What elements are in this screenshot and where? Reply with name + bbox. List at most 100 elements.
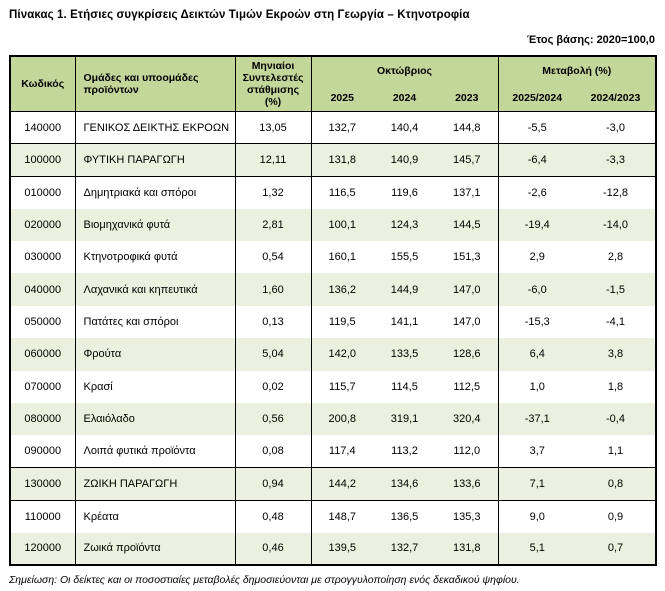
table-row: 050000 Πατάτες και σπόροι 0,13 119,5 141,1 14… <box>10 305 656 339</box>
cell-code: 080000 <box>10 403 76 436</box>
cell-code: 110000 <box>10 500 76 533</box>
cell-index-2024: 141,1 <box>373 305 436 339</box>
cell-index-2025: 132,7 <box>311 110 373 145</box>
cell-index-2024: 132,7 <box>373 532 436 565</box>
footnote: Σημείωση: Οι δείκτες και οι ποσοστιαίες … <box>9 573 520 586</box>
cell-product-name: Κρασί <box>75 370 236 404</box>
col-header-weights: Μηνιαίοι Συντελεστές στάθμισης (%) <box>235 56 312 112</box>
cell-weight: 2,81 <box>235 208 312 242</box>
cell-index-2023: 112,5 <box>436 370 499 404</box>
cell-index-2023: 131,8 <box>436 532 499 565</box>
cell-index-2025: 100,1 <box>311 208 373 242</box>
cell-index-2023: 133,6 <box>436 467 499 501</box>
cell-weight: 0,54 <box>235 241 312 274</box>
cell-index-2025: 200,8 <box>311 403 373 436</box>
cell-change-2025-2024: 5,1 <box>498 532 576 565</box>
cell-change-2024-2023: 0,7 <box>576 532 656 565</box>
cell-change-2024-2023: 0,8 <box>576 467 656 501</box>
table-row: 120000 Ζωικά προϊόντα 0,46 139,5 132,7 131,8 5… <box>10 532 656 565</box>
cell-change-2025-2024: 9,0 <box>498 500 576 533</box>
cell-change-2024-2023: -3,3 <box>576 143 656 177</box>
cell-change-2025-2024: -2,6 <box>498 176 576 209</box>
cell-change-2025-2024: 7,1 <box>498 467 576 501</box>
cell-product-name: Βιομηχανικά φυτά <box>75 208 236 242</box>
cell-index-2025: 116,5 <box>311 176 373 209</box>
col-header-change-2024-2023: 2024/2023 <box>576 84 656 112</box>
table-row: 030000 Κτηνοτροφικά φυτά 0,54 160,1 155,5 151… <box>10 241 656 274</box>
cell-change-2025-2024: -5,5 <box>498 110 576 145</box>
cell-weight: 0,94 <box>235 467 312 501</box>
cell-product-name: Λοιπά φυτικά προϊόντα <box>75 435 236 468</box>
table-row: 080000 Ελαιόλαδο 0,56 200,8 319,1 320,4 -37,1-… <box>10 403 656 436</box>
cell-weight: 0,13 <box>235 305 312 339</box>
cell-change-2024-2023: -0,4 <box>576 403 656 436</box>
cell-index-2025: 136,2 <box>311 273 373 306</box>
cell-code: 120000 <box>10 532 76 565</box>
cell-product-name: Ελαιόλαδο <box>75 403 236 436</box>
table-row: 040000 Λαχανικά και κηπευτικά 1,60 136,2 144… <box>10 273 656 306</box>
cell-change-2025-2024: 6,4 <box>498 338 576 371</box>
col-header-month-group: Οκτώβριος <box>311 56 499 85</box>
cell-index-2025: 115,7 <box>311 370 373 404</box>
cell-weight: 0,48 <box>235 500 312 533</box>
cell-weight: 0,02 <box>235 370 312 404</box>
cell-index-2024: 144,9 <box>373 273 436 306</box>
cell-index-2025: 119,5 <box>311 305 373 339</box>
cell-product-name: Κρέατα <box>75 500 236 533</box>
table-row: 020000 Βιομηχανικά φυτά 2,81 100,1 124,3 144,… <box>10 208 656 242</box>
cell-change-2025-2024: 3,7 <box>498 435 576 468</box>
cell-index-2025: 160,1 <box>311 241 373 274</box>
table-body: 140000 ΓΕΝΙΚΟΣ ΔΕΙΚΤΗΣ ΕΚΡΟΩΝ 13,05 132,7 14… <box>10 110 656 565</box>
cell-change-2025-2024: -37,1 <box>498 403 576 436</box>
cell-product-name: Πατάτες και σπόροι <box>75 305 236 339</box>
cell-index-2025: 117,4 <box>311 435 373 468</box>
table-row: 100000 ΦΥΤΙΚΗ ΠΑΡΑΓΩΓΗ 12,11 131,8 140,9 145,… <box>10 143 656 177</box>
cell-code: 030000 <box>10 241 76 274</box>
cell-change-2024-2023: -14,0 <box>576 208 656 242</box>
cell-index-2024: 119,6 <box>373 176 436 209</box>
cell-index-2024: 113,2 <box>373 435 436 468</box>
cell-index-2024: 133,5 <box>373 338 436 371</box>
cell-index-2024: 140,4 <box>373 110 436 145</box>
table-row: 110000 Κρέατα 0,48 148,7 136,5 135,3 9,0 0,9 <box>10 500 656 533</box>
cell-index-2023: 144,8 <box>436 110 499 145</box>
cell-weight: 0,08 <box>235 435 312 468</box>
price-index-table: Κωδικός Ομάδες και υποομάδες προϊόντων Μ… <box>9 55 657 566</box>
base-year-label: Έτος βάσης: 2020=100,0 <box>526 34 655 46</box>
cell-change-2024-2023: -12,8 <box>576 176 656 209</box>
cell-change-2024-2023: 1,1 <box>576 435 656 468</box>
cell-weight: 5,04 <box>235 338 312 371</box>
col-header-change-group: Μεταβολή (%) <box>498 56 656 85</box>
cell-change-2024-2023: -3,0 <box>576 110 656 145</box>
cell-product-name: Φρούτα <box>75 338 236 371</box>
cell-product-name: Ζωικά προϊόντα <box>75 532 236 565</box>
cell-index-2023: 137,1 <box>436 176 499 209</box>
col-header-product-groups: Ομάδες και υποομάδες προϊόντων <box>75 56 236 112</box>
cell-index-2024: 114,5 <box>373 370 436 404</box>
cell-change-2024-2023: 1,8 <box>576 370 656 404</box>
col-header-year-2025: 2025 <box>311 84 373 112</box>
cell-product-name: ΦΥΤΙΚΗ ΠΑΡΑΓΩΓΗ <box>75 143 236 177</box>
cell-index-2024: 155,5 <box>373 241 436 274</box>
table-row: 130000 ΖΩΙΚΗ ΠΑΡΑΓΩΓΗ 0,94 144,2 134,6 133,6 7… <box>10 467 656 501</box>
cell-product-name: ΓΕΝΙΚΟΣ ΔΕΙΚΤΗΣ ΕΚΡΟΩΝ <box>75 110 236 145</box>
cell-code: 020000 <box>10 208 76 242</box>
table-row: 010000 Δημητριακά και σπόροι 1,32 116,5 119,… <box>10 176 656 209</box>
col-header-year-2024: 2024 <box>373 84 436 112</box>
cell-product-name: Δημητριακά και σπόροι <box>75 176 236 209</box>
cell-index-2025: 142,0 <box>311 338 373 371</box>
cell-index-2024: 140,9 <box>373 143 436 177</box>
cell-weight: 13,05 <box>235 110 312 145</box>
cell-index-2023: 144,5 <box>436 208 499 242</box>
cell-index-2025: 148,7 <box>311 500 373 533</box>
cell-code: 060000 <box>10 338 76 371</box>
cell-change-2025-2024: -19,4 <box>498 208 576 242</box>
cell-index-2024: 134,6 <box>373 467 436 501</box>
cell-code: 070000 <box>10 370 76 404</box>
col-header-year-2023: 2023 <box>436 84 499 112</box>
cell-change-2025-2024: -6,0 <box>498 273 576 306</box>
table-row: 070000 Κρασί 0,02 115,7 114,5 112,5 1,0 1,8 <box>10 370 656 404</box>
page-title: Πίνακας 1. Ετήσιες συγκρίσεις Δεικτών Τι… <box>9 9 470 21</box>
cell-index-2024: 319,1 <box>373 403 436 436</box>
table-row: 060000 Φρούτα 5,04 142,0 133,5 128,6 6,4 3,8 <box>10 338 656 371</box>
